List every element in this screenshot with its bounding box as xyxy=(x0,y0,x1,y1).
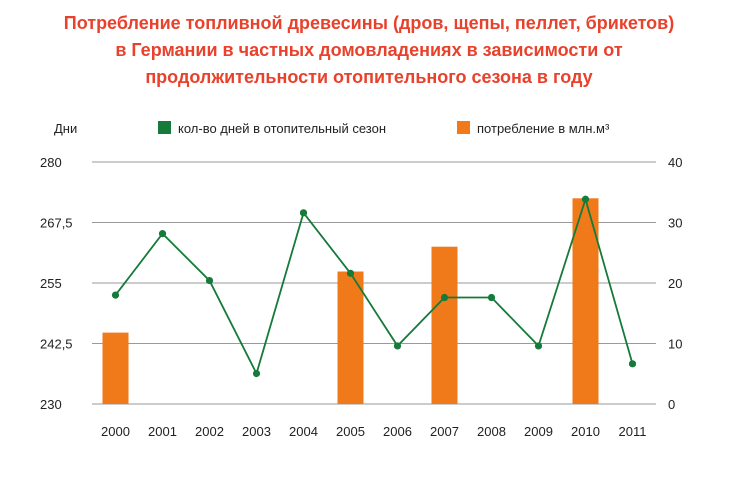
legend-label-days: кол-во дней в отопительный сезон xyxy=(178,121,386,136)
point-heating-days xyxy=(111,291,120,299)
legend-swatch-days xyxy=(158,121,171,134)
x-tick-label: 2004 xyxy=(289,424,318,439)
legend-label-consumption: потребление в млн.м³ xyxy=(477,121,610,136)
point-heating-days xyxy=(581,195,590,203)
point-heating-days xyxy=(534,342,543,350)
legend-swatch-consumption xyxy=(457,121,470,134)
left-tick-label: 242,5 xyxy=(40,337,73,352)
x-tick-label: 2001 xyxy=(148,424,177,439)
right-tick-label: 20 xyxy=(668,276,682,291)
right-tick-label: 0 xyxy=(668,397,675,412)
right-tick-label: 30 xyxy=(668,216,682,231)
bar-consumption xyxy=(431,246,458,404)
left-axis-label: Дни xyxy=(54,121,77,136)
x-tick-label: 2008 xyxy=(477,424,506,439)
left-tick-label: 280 xyxy=(40,155,62,170)
left-tick-label: 267,5 xyxy=(40,216,73,231)
line-heating-days xyxy=(114,196,634,376)
point-heating-days xyxy=(393,342,402,350)
point-heating-days xyxy=(205,276,214,285)
x-tick-label: 2005 xyxy=(336,424,365,439)
left-tick-label: 230 xyxy=(40,397,62,412)
point-heating-days xyxy=(158,230,167,238)
left-tick-label: 255 xyxy=(40,276,62,291)
point-heating-days xyxy=(440,293,449,302)
x-tick-label: 2002 xyxy=(195,424,224,439)
x-tick-label: 2010 xyxy=(571,424,600,439)
x-tick-label: 2007 xyxy=(430,424,459,439)
bar-consumption xyxy=(337,271,364,404)
right-tick-label: 40 xyxy=(668,155,682,170)
x-tick-label: 2000 xyxy=(101,424,130,439)
x-tick-label: 2006 xyxy=(383,424,412,439)
x-tick-label: 2003 xyxy=(242,424,271,439)
right-tick-label: 10 xyxy=(668,337,682,352)
bar-consumption xyxy=(102,332,129,404)
point-heating-days xyxy=(628,360,637,368)
point-heating-days xyxy=(299,209,308,217)
point-heating-days xyxy=(487,293,496,302)
point-heating-days xyxy=(252,369,261,378)
chart-title: Потребление топливной древесины (дров, щ… xyxy=(63,13,675,87)
point-heating-days xyxy=(346,269,355,277)
x-tick-label: 2011 xyxy=(619,424,647,439)
x-tick-label: 2009 xyxy=(524,424,553,439)
